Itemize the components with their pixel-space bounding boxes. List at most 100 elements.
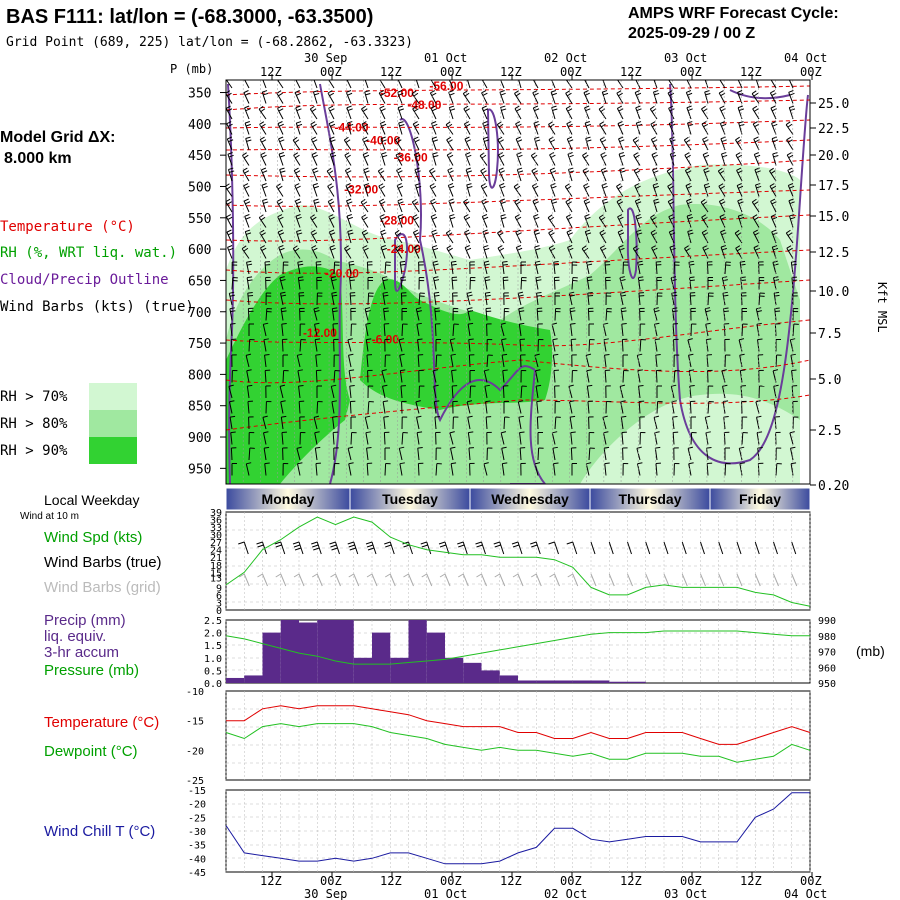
y-tick-label: 1.5: [204, 641, 222, 652]
chart-title: BAS F111: lat/lon = (-68.3000, -63.3500): [6, 6, 373, 28]
bottom-time-tick: 00Z: [560, 874, 582, 888]
y-tick-label: 15: [210, 568, 222, 579]
rh90-swatch: [89, 437, 137, 464]
top-time-tick: 12Z: [380, 65, 402, 79]
weekday-label: Monday: [262, 491, 315, 507]
wind-speed-label: Wind Spd (kts): [44, 529, 142, 546]
precip-bar: [317, 620, 336, 683]
rh90-label: RH > 90%: [0, 443, 68, 459]
precip-bar: [335, 620, 354, 683]
legend-cloud-outline: Cloud/Precip Outline: [0, 272, 169, 288]
isotherm-label: -52.00: [380, 86, 414, 100]
y-tick-label: 13: [210, 573, 222, 584]
wind-barbs-true-label: Wind Barbs (true): [44, 554, 162, 571]
dewpoint-panel-label: Dewpoint (°C): [44, 743, 138, 760]
y-tick-label: 980: [818, 632, 836, 643]
y-tick-label: 21: [210, 553, 222, 564]
precip-bar: [408, 620, 427, 683]
temperature-panel-label: Temperature (°C): [44, 714, 159, 731]
precip-bar: [499, 675, 518, 683]
y-tick-label: -10: [186, 687, 204, 698]
weekday-label: Thursday: [618, 491, 681, 507]
temperature-panel: -10 -15 -20 -25: [186, 687, 811, 787]
y-tick-label: 950: [818, 679, 836, 690]
bottom-time-tick: 12Z: [260, 874, 282, 888]
cloud-outline-8: [729, 89, 791, 100]
cloud-outline-4: [394, 233, 408, 292]
precip-bar: [262, 632, 281, 683]
temperature-line: [226, 705, 811, 745]
bottom-time-tick: 12Z: [500, 874, 522, 888]
bottom-time-tick: 12Z: [620, 874, 642, 888]
precip-bar: [463, 662, 482, 683]
top-date-tick: 01 Oct: [424, 51, 467, 65]
y-tick-label: 3: [216, 598, 222, 609]
precip-bar: [226, 677, 245, 683]
cloud-outline-2: [319, 83, 342, 484]
pressure-tick-label: 600: [188, 243, 211, 258]
y-tick-label: -35: [188, 841, 206, 852]
precip-bar: [390, 657, 409, 683]
precip-equiv-label: liq. equiv.: [44, 628, 106, 645]
y-tick-label: 2.0: [204, 629, 222, 640]
weekday-label: Tuesday: [382, 491, 438, 507]
pressure-label: Pressure (mb): [44, 662, 139, 679]
pressure-tick-label: 700: [188, 306, 211, 321]
windchill-line: [225, 792, 810, 865]
kft-tick-label: 20.0: [818, 149, 849, 164]
precip-bar: [572, 680, 591, 683]
grid-point-label: Grid Point (689, 225) lat/lon = (-68.286…: [6, 35, 413, 50]
isotherm-label: -12.00: [303, 326, 337, 340]
y-tick-label: -15: [188, 786, 206, 797]
y-tick-label: 36: [210, 516, 222, 527]
kft-tick-label: 5.0: [818, 373, 841, 388]
model-grid-value: 8.000 km: [4, 150, 72, 167]
bottom-time-tick: 00Z: [320, 874, 342, 888]
top-time-tick: 00Z: [800, 65, 822, 79]
bottom-date-tick: 04 Oct: [784, 887, 827, 900]
y-tick-label: 6: [216, 591, 222, 602]
pressure-tick-label: 750: [188, 337, 211, 352]
isotherm-label: -28.00: [380, 214, 414, 228]
pressure-tick-label: 450: [188, 149, 211, 164]
y-tick-label: 24: [210, 546, 222, 557]
pressure-tick-label: 650: [188, 274, 211, 289]
y-tick-label: 33: [210, 523, 222, 534]
kft-tick-label: 0.20: [818, 479, 849, 494]
y-tick-label: -25: [186, 776, 204, 787]
precip-bar: [536, 680, 555, 683]
bottom-time-tick: 00Z: [440, 874, 462, 888]
precip-bar: [353, 657, 372, 683]
rh90-region: [226, 266, 553, 484]
precip-accum-label: 3-hr accum: [44, 644, 119, 661]
weekday-bar: Monday Tuesday Wednesday Thursday Friday: [225, 487, 811, 511]
pressure-line: [225, 630, 810, 665]
y-tick-label: 2.5: [204, 616, 222, 627]
pressure-tick-label: 350: [188, 87, 211, 102]
bottom-time-tick: 00Z: [680, 874, 702, 888]
kft-tick-label: 25.0: [818, 97, 849, 112]
top-date-tick: 04 Oct: [784, 51, 827, 65]
top-date-tick: 03 Oct: [664, 51, 707, 65]
bottom-time-tick: 12Z: [380, 874, 402, 888]
y-tick-label: 30: [210, 531, 222, 542]
precip-bar: [554, 680, 573, 683]
isotherm-label: -32.00: [344, 182, 378, 196]
bottom-date-tick: 30 Sep: [304, 887, 347, 900]
y-tick-label: -40: [188, 854, 206, 865]
y-tick-label: 0.0: [204, 679, 222, 690]
kft-tick-label: 12.5: [818, 246, 849, 261]
cross-section-panel: -56.00-52.00-48.00-44.00-40.00-36.00-32.…: [170, 51, 889, 494]
weekday-cell: [709, 487, 811, 511]
precip-bar: [280, 620, 299, 683]
precip-bar: [372, 632, 391, 683]
y-tick-label: 0.5: [204, 666, 222, 677]
legend-temperature: Temperature (°C): [0, 219, 135, 235]
forecast-cycle-label: AMPS WRF Forecast Cycle:: [628, 5, 839, 22]
y-tick-label: -20: [186, 746, 204, 757]
pressure-tick-label: 850: [188, 400, 211, 415]
pressure-unit-label: (mb): [856, 643, 885, 659]
y-tick-label: 18: [210, 561, 222, 572]
